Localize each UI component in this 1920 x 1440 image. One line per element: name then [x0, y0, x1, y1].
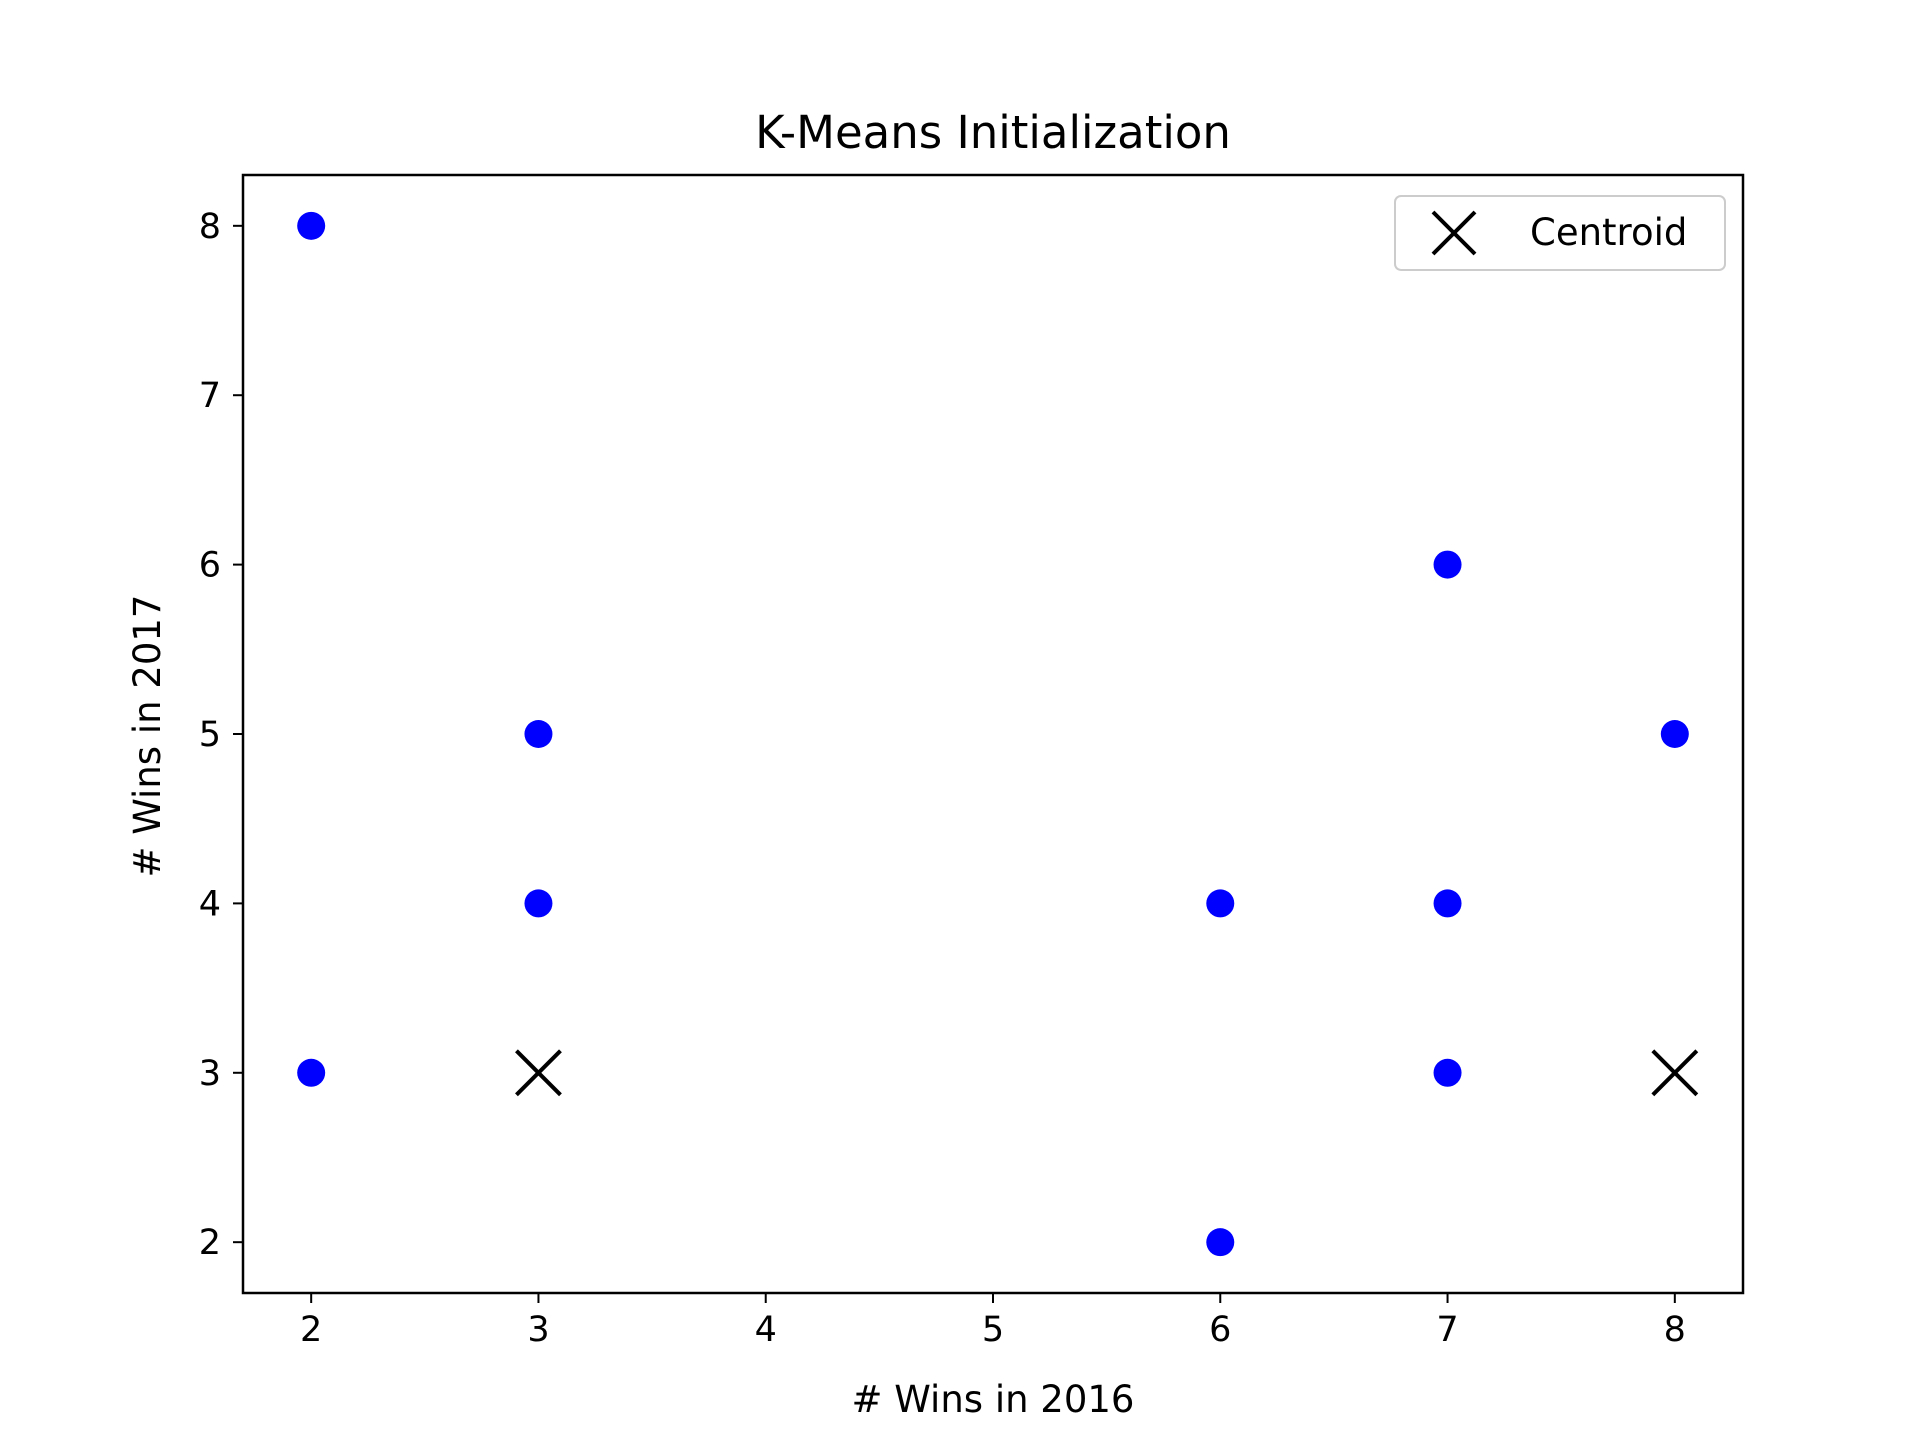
x-tick-label: 5 — [982, 1310, 1004, 1350]
data-point — [1206, 889, 1235, 918]
data-point — [1433, 1058, 1462, 1087]
x-tick-label: 3 — [527, 1310, 549, 1350]
y-tick-label: 5 — [199, 715, 221, 755]
data-point — [297, 1058, 326, 1087]
legend-label-centroid: Centroid — [1530, 211, 1687, 254]
plot-area: 2 3 4 5 6 7 8 2 3 4 5 6 7 8 — [199, 173, 1745, 1350]
legend-centroid-marker — [1431, 210, 1477, 256]
centroid-marker — [1651, 1049, 1699, 1097]
y-tick-label: 3 — [199, 1054, 221, 1094]
data-point — [1660, 720, 1689, 748]
centroid-marker — [515, 1049, 562, 1097]
chart-title: K-Means Initialization — [755, 106, 1231, 159]
y-tick-label: 8 — [199, 207, 221, 247]
y-tick-label: 2 — [199, 1223, 221, 1263]
data-point — [524, 889, 553, 918]
y-tick-label: 4 — [199, 884, 221, 924]
x-tick-label: 8 — [1664, 1310, 1686, 1350]
data-point — [524, 720, 553, 748]
data-point — [1433, 889, 1462, 918]
x-tick-label: 4 — [755, 1310, 777, 1350]
x-tick-label: 7 — [1436, 1310, 1458, 1350]
x-tick-label: 2 — [300, 1310, 322, 1350]
y-tick-label: 7 — [199, 376, 221, 416]
y-tick-label: 6 — [199, 546, 221, 586]
legend-box — [1394, 195, 1726, 271]
data-point — [1433, 550, 1462, 579]
data-point — [297, 211, 326, 240]
legend: Centroid — [1394, 195, 1726, 271]
x-tick-label: 6 — [1209, 1310, 1231, 1350]
data-point — [1206, 1228, 1235, 1257]
y-axis-label: # Wins in 2017 — [126, 595, 169, 878]
x-axis-label: # Wins in 2016 — [852, 1378, 1135, 1421]
